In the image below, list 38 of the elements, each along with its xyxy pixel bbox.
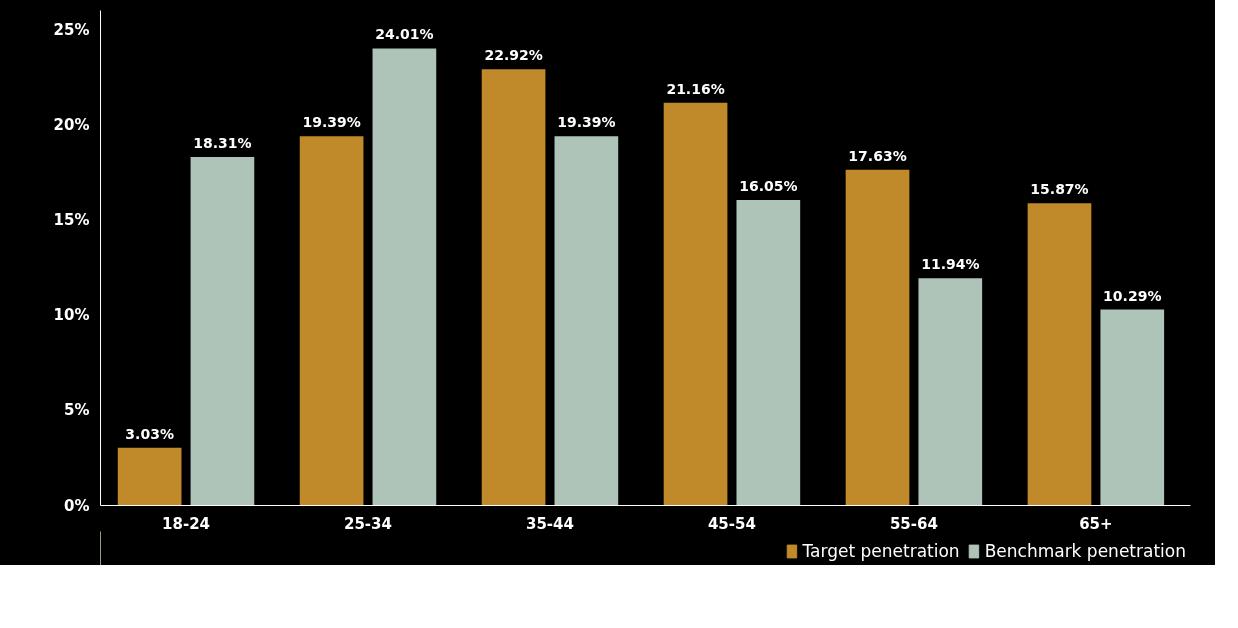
bar — [299, 136, 364, 506]
bar — [1027, 203, 1092, 506]
x-tick-label: 35-44 — [525, 514, 574, 533]
bar — [481, 69, 546, 506]
x-tick-label: 45-54 — [707, 514, 756, 533]
data-label: 15.87% — [1030, 181, 1089, 198]
data-label: 22.92% — [484, 47, 543, 64]
data-label: 17.63% — [848, 147, 907, 164]
x-tick-label: 65+ — [1079, 514, 1113, 533]
data-label: 11.94% — [921, 256, 980, 273]
data-label: 24.01% — [375, 26, 434, 43]
y-tick-label: 20% — [53, 115, 90, 134]
y-tick-label: 10% — [53, 306, 90, 325]
data-label: 10.29% — [1103, 287, 1162, 304]
y-tick-label: 0% — [64, 496, 90, 515]
x-tick-label: 25-34 — [344, 514, 392, 533]
legend-label: Target penetration — [802, 541, 960, 561]
bar — [554, 136, 619, 506]
bar — [736, 199, 801, 506]
bar — [190, 156, 255, 506]
x-tick-label: 55-64 — [889, 514, 938, 533]
bar — [1100, 309, 1165, 506]
y-tick-label: 15% — [53, 210, 90, 229]
data-label: 16.05% — [739, 177, 798, 194]
bar — [372, 48, 437, 506]
data-label: 18.31% — [193, 134, 252, 151]
data-label: 19.39% — [557, 114, 616, 131]
bar — [663, 102, 728, 506]
bar — [845, 169, 910, 506]
data-label: 3.03% — [125, 425, 174, 442]
y-tick-label: 5% — [64, 401, 90, 420]
data-label: 21.16% — [666, 80, 725, 97]
y-tick-label: 25% — [53, 20, 90, 39]
bar — [918, 278, 983, 506]
data-label: 19.39% — [302, 114, 361, 131]
x-tick-label: 18-24 — [162, 514, 211, 533]
bar — [117, 447, 182, 506]
legend-label: Benchmark penetration — [984, 541, 1186, 561]
